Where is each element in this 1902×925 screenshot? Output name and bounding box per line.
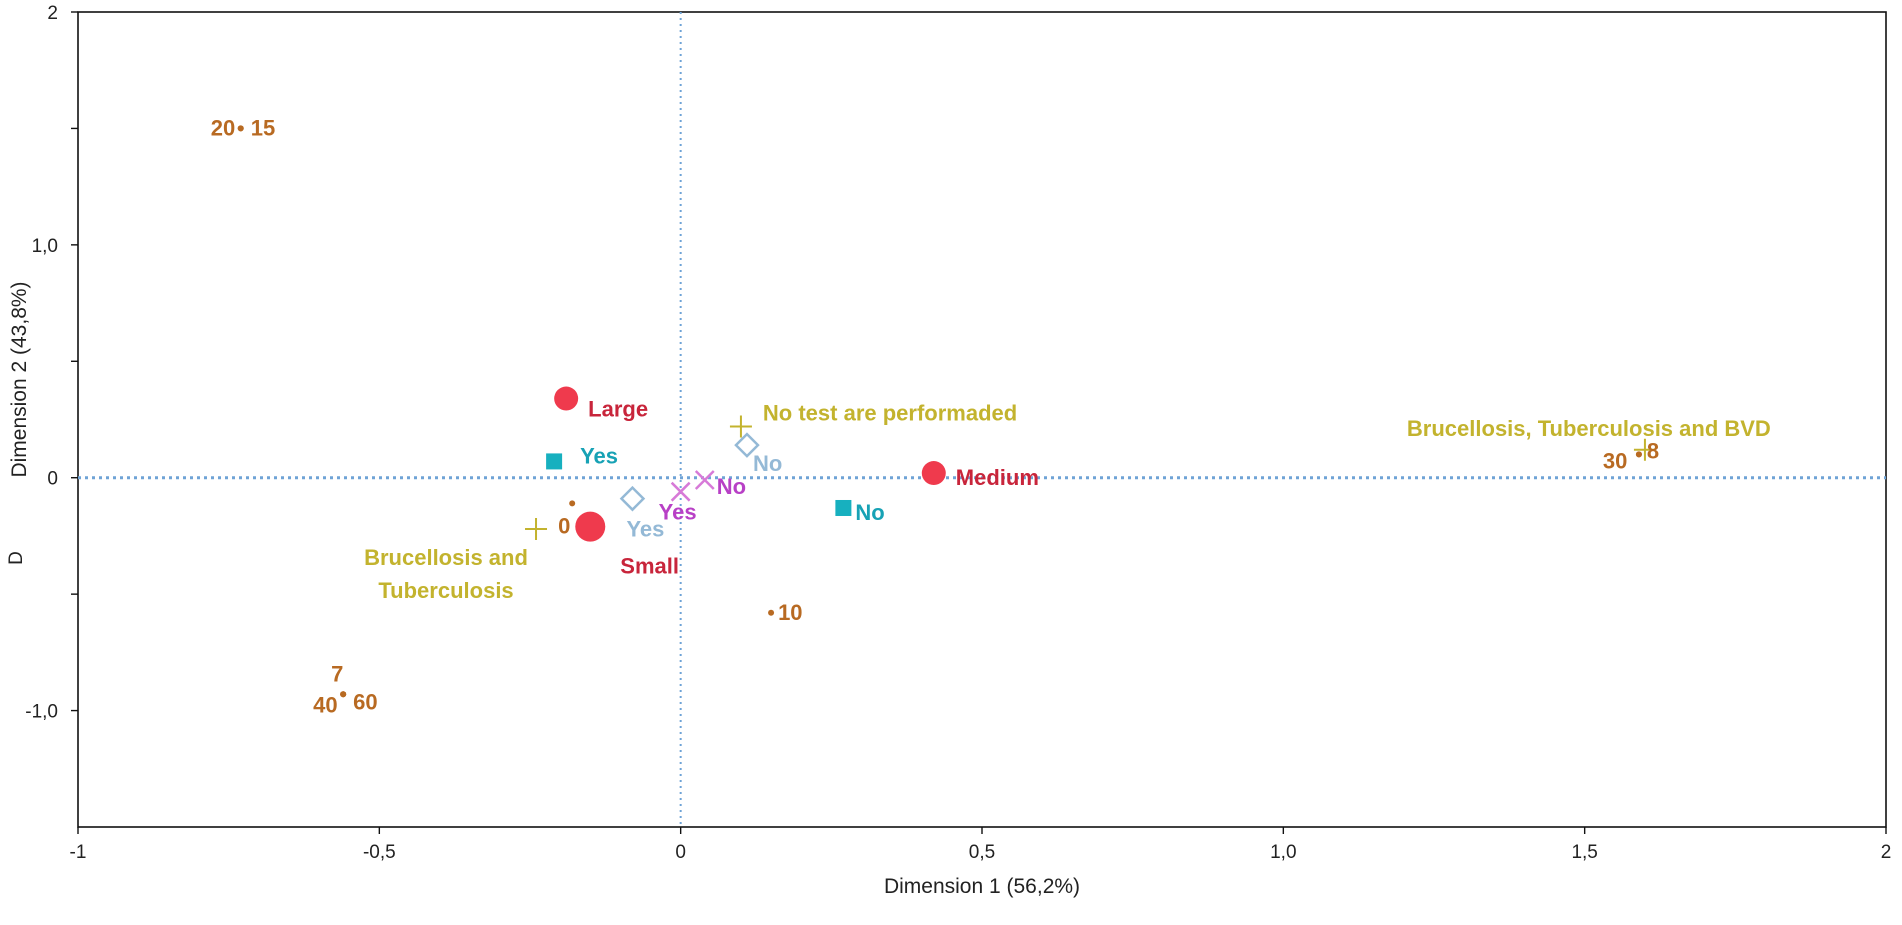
point-label: Medium — [956, 465, 1039, 490]
x-tick-label: 0,5 — [969, 842, 995, 863]
point-label: 60 — [353, 689, 377, 714]
point-marker-diamond — [734, 432, 760, 458]
point-marker-square — [835, 499, 852, 516]
point-label: Yes — [580, 443, 618, 468]
point-marker-circle — [575, 511, 606, 542]
point-marker-plus — [525, 517, 548, 540]
point-label: 15 — [251, 115, 275, 140]
point-label: No — [855, 500, 884, 525]
point-label: 0 — [558, 513, 570, 538]
x-tick-label: 1,5 — [1571, 842, 1597, 863]
x-tick-label: 2 — [1881, 842, 1892, 863]
point-marker-diamond — [619, 485, 646, 512]
point-marker-dot — [237, 125, 244, 132]
y-tick-label: -1,0 — [25, 702, 58, 723]
stray-glyph: D — [6, 551, 27, 565]
point-marker-x — [694, 470, 715, 490]
point-label: No test are performaded — [763, 400, 1017, 425]
point-label: 10 — [778, 600, 802, 625]
y-tick-label: 2 — [47, 3, 58, 24]
x-tick-label: 0 — [675, 842, 686, 863]
point-marker-dot — [768, 609, 775, 616]
y-axis-title: Dimension 2 (43,8%) — [8, 281, 31, 477]
point-marker-square — [546, 453, 563, 470]
point-marker-dot — [569, 500, 576, 507]
point-label: Small — [620, 554, 679, 579]
point-marker-dot — [340, 691, 347, 698]
x-tick-label: 1,0 — [1270, 842, 1296, 863]
point-label: Yes — [659, 500, 697, 525]
point-label: 8 — [1647, 438, 1659, 463]
x-tick-label: -1 — [70, 842, 87, 863]
point-label: Brucellosis and Tuberculosis — [364, 545, 528, 603]
point-label: 7 — [331, 661, 343, 686]
point-marker-x — [670, 481, 691, 502]
x-tick-label: -0,5 — [363, 842, 396, 863]
point-label: Yes — [626, 517, 664, 542]
point-label: Large — [588, 397, 648, 422]
point-marker-circle — [554, 386, 579, 411]
point-label: No — [717, 474, 746, 499]
point-label: 40 — [313, 692, 337, 717]
point-marker-dot — [1635, 451, 1642, 458]
y-tick-label: 1,0 — [32, 236, 58, 257]
x-axis-title: Dimension 1 (56,2%) — [884, 875, 1080, 898]
y-tick-label: 0 — [47, 469, 58, 490]
point-label: Brucellosis, Tuberculosis and BVD — [1407, 416, 1771, 441]
point-label: 30 — [1603, 448, 1627, 473]
point-marker-plus — [1633, 438, 1656, 461]
point-label: No — [753, 451, 782, 476]
point-marker-plus — [729, 415, 752, 438]
point-label: 20 — [211, 115, 235, 140]
point-marker-circle — [921, 461, 946, 486]
